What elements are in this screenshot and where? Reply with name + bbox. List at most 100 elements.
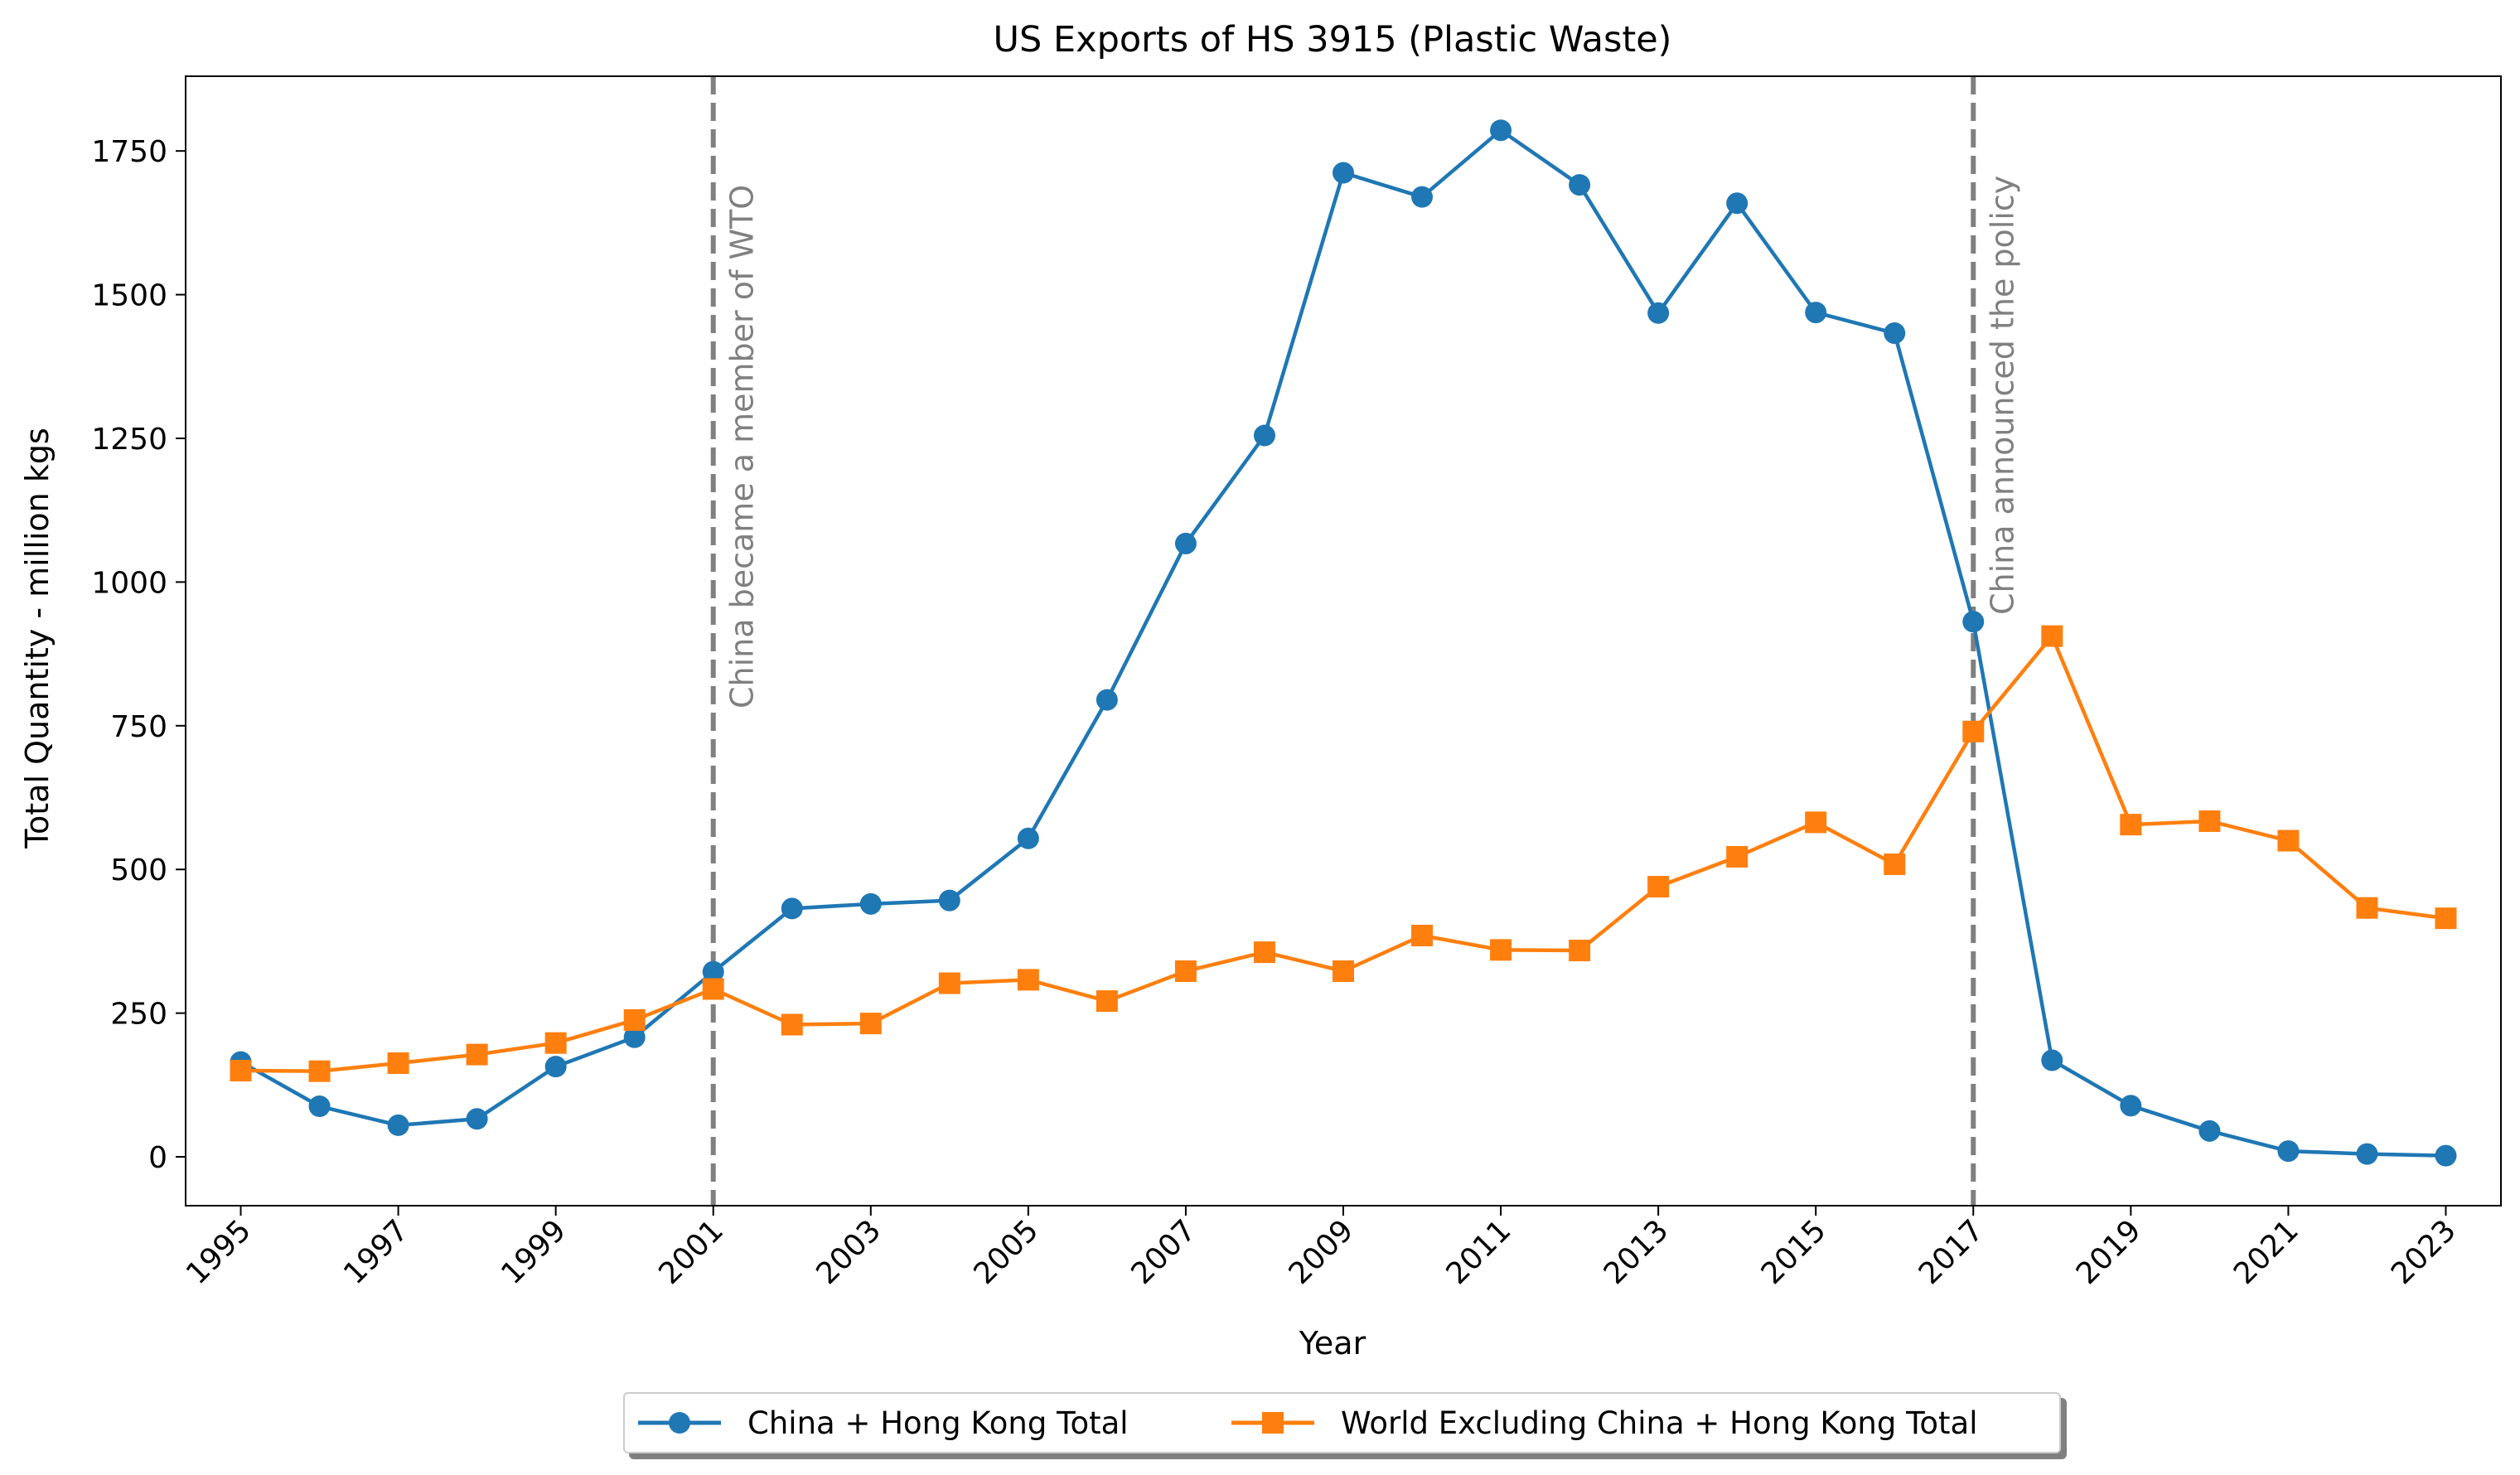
annotation-label-2017: China announced the policy bbox=[1984, 176, 2020, 615]
plot-frame bbox=[185, 75, 2502, 1207]
annotation-label-2001: China became a member of WTO bbox=[724, 185, 761, 708]
point-china-hk-2017 bbox=[1962, 611, 1985, 633]
series-line-world-excl bbox=[240, 634, 2446, 1073]
x-tick-label: 2009 bbox=[1283, 1213, 1361, 1291]
y-tick-label: 1000 bbox=[91, 566, 167, 600]
point-world-excl-1997 bbox=[387, 1052, 409, 1074]
y-tick-label: 500 bbox=[110, 854, 167, 887]
point-world-excl-2012 bbox=[1569, 940, 1591, 962]
y-tick-label: 1250 bbox=[91, 423, 167, 457]
x-tick-label: 1999 bbox=[495, 1213, 573, 1291]
point-world-excl-1999 bbox=[544, 1032, 567, 1054]
point-china-hk-2011 bbox=[1490, 119, 1512, 142]
point-china-hk-2003 bbox=[859, 892, 882, 915]
point-china-hk-2002 bbox=[781, 897, 803, 920]
point-china-hk-2012 bbox=[1569, 174, 1591, 196]
point-china-hk-2021 bbox=[2277, 1140, 2300, 1163]
point-world-excl-2022 bbox=[2356, 897, 2378, 919]
point-world-excl-2014 bbox=[1726, 845, 1749, 868]
point-china-hk-2023 bbox=[2435, 1144, 2457, 1167]
point-china-hk-2015 bbox=[1805, 302, 1827, 324]
point-china-hk-2013 bbox=[1647, 302, 1670, 324]
x-tick-label: 2013 bbox=[1598, 1213, 1676, 1291]
point-world-excl-2017 bbox=[1962, 720, 1985, 742]
point-china-hk-2022 bbox=[2356, 1143, 2378, 1165]
point-china-hk-2014 bbox=[1726, 192, 1749, 215]
point-world-excl-1995 bbox=[230, 1059, 252, 1081]
legend-label-china-hk: China + Hong Kong Total bbox=[747, 1405, 1129, 1441]
point-world-excl-2005 bbox=[1017, 969, 1039, 991]
y-tick-label: 0 bbox=[148, 1141, 167, 1175]
point-china-hk-1997 bbox=[387, 1114, 409, 1136]
legend-entry-world-excl: World Excluding China + Hong Kong Total bbox=[1223, 1394, 1978, 1452]
point-world-excl-1996 bbox=[308, 1060, 331, 1082]
point-world-excl-2020 bbox=[2198, 810, 2221, 832]
x-tick-label: 2021 bbox=[2227, 1213, 2305, 1291]
point-world-excl-2004 bbox=[938, 972, 960, 994]
point-world-excl-2021 bbox=[2277, 829, 2300, 852]
point-world-excl-2006 bbox=[1096, 990, 1118, 1013]
point-world-excl-2003 bbox=[859, 1013, 882, 1035]
x-tick-label: 2003 bbox=[810, 1213, 888, 1291]
point-china-hk-1998 bbox=[466, 1108, 488, 1130]
series-line-china-hk bbox=[239, 128, 2446, 1158]
point-china-hk-2020 bbox=[2198, 1120, 2221, 1142]
y-tick-label: 1750 bbox=[91, 135, 167, 169]
point-world-excl-2018 bbox=[2041, 625, 2063, 647]
point-china-hk-1999 bbox=[544, 1056, 567, 1078]
x-tick-label: 2017 bbox=[1913, 1213, 1990, 1291]
x-tick-label: 2007 bbox=[1125, 1213, 1203, 1291]
y-tick-label: 1500 bbox=[91, 279, 167, 313]
legend-swatch-circle bbox=[638, 1412, 721, 1434]
point-china-hk-2005 bbox=[1017, 827, 1039, 849]
y-tick-label: 750 bbox=[110, 710, 167, 744]
point-world-excl-2016 bbox=[1884, 853, 1906, 875]
x-tick-label: 2015 bbox=[1755, 1213, 1833, 1291]
point-china-hk-2016 bbox=[1884, 322, 1906, 345]
point-china-hk-2000 bbox=[623, 1026, 646, 1048]
y-axis-label: Total Quantity - million kgs bbox=[19, 428, 56, 849]
x-tick-label: 2019 bbox=[2070, 1213, 2148, 1291]
point-world-excl-1998 bbox=[466, 1043, 488, 1066]
point-china-hk-2004 bbox=[938, 889, 960, 912]
point-china-hk-1996 bbox=[308, 1095, 331, 1118]
point-china-hk-2018 bbox=[2041, 1049, 2063, 1071]
legend-label-world-excl: World Excluding China + Hong Kong Total bbox=[1341, 1405, 1978, 1441]
point-world-excl-2019 bbox=[2120, 814, 2142, 836]
point-world-excl-2001 bbox=[702, 978, 724, 1000]
point-china-hk-2007 bbox=[1174, 532, 1197, 554]
x-tick-label: 2005 bbox=[967, 1213, 1045, 1291]
point-china-hk-2019 bbox=[2120, 1095, 2142, 1117]
y-tick-label: 250 bbox=[110, 998, 167, 1032]
point-china-hk-2009 bbox=[1333, 162, 1354, 184]
x-axis: 1995 1997 1999 2001 2003 2005 2007 2009 2011 2013… bbox=[180, 1206, 2463, 1291]
y-axis: 0 250 500 750 1000 1250 1500 1750 bbox=[91, 135, 186, 1175]
point-world-excl-2002 bbox=[781, 1013, 803, 1036]
point-world-excl-2015 bbox=[1805, 811, 1827, 834]
x-tick-label: 1995 bbox=[180, 1213, 258, 1291]
x-tick-label: 2023 bbox=[2385, 1213, 2463, 1291]
legend-entry-china-hk: China + Hong Kong Total bbox=[630, 1394, 1129, 1452]
point-world-excl-2023 bbox=[2435, 907, 2457, 930]
x-axis-label: Year bbox=[1299, 1325, 1366, 1361]
point-china-hk-2010 bbox=[1411, 186, 1434, 208]
point-world-excl-2013 bbox=[1647, 876, 1670, 898]
point-china-hk-2008 bbox=[1253, 424, 1275, 447]
point-world-excl-2007 bbox=[1174, 960, 1197, 982]
point-world-excl-2009 bbox=[1333, 960, 1354, 982]
x-tick-label: 2011 bbox=[1440, 1213, 1518, 1291]
x-tick-label: 1997 bbox=[337, 1213, 415, 1291]
point-china-hk-2001 bbox=[702, 960, 724, 983]
point-world-excl-2010 bbox=[1411, 924, 1434, 946]
legend-swatch-square bbox=[1231, 1412, 1314, 1434]
point-world-excl-2000 bbox=[623, 1008, 646, 1031]
chart-title: US Exports of HS 3915 (Plastic Waste) bbox=[994, 19, 1672, 60]
x-tick-label: 2001 bbox=[652, 1213, 730, 1291]
point-world-excl-2008 bbox=[1253, 941, 1275, 964]
point-china-hk-2006 bbox=[1096, 689, 1118, 711]
legend: China + Hong Kong Total World Excluding … bbox=[623, 1392, 2061, 1453]
series-layer bbox=[230, 119, 2457, 1167]
point-world-excl-2011 bbox=[1490, 939, 1512, 961]
annotations-layer: China became a member of WTO China announ… bbox=[710, 76, 2020, 1206]
